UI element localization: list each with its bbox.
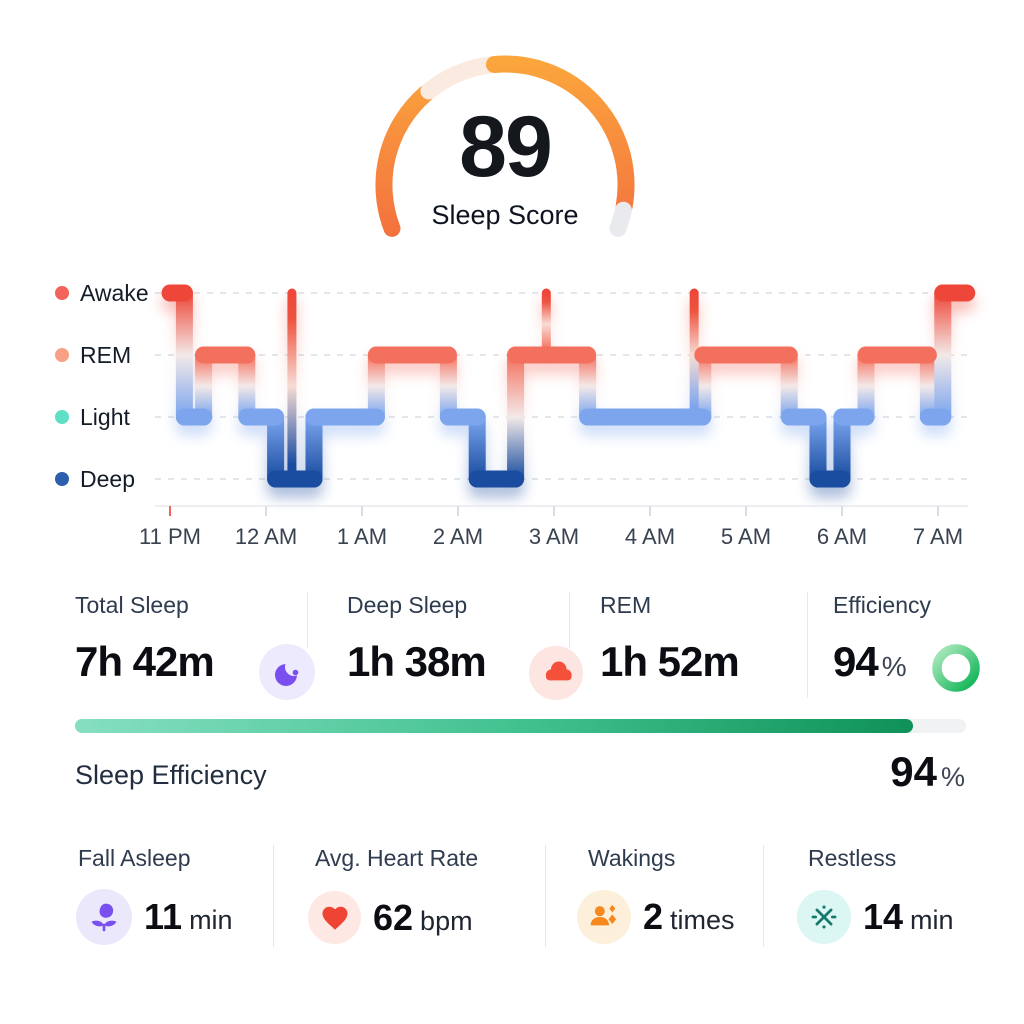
legend-label-awake: Awake bbox=[80, 280, 149, 306]
sleep-score-gauge bbox=[375, 55, 635, 237]
legend-dot-rem bbox=[55, 348, 69, 362]
sleep-score-value: 89 bbox=[459, 99, 553, 195]
legend-dot-deep bbox=[55, 472, 69, 486]
x-tick-label: 6 AM bbox=[817, 524, 867, 549]
legend-item-light[interactable]: Light bbox=[55, 404, 130, 430]
legend-label-deep: Deep bbox=[80, 466, 135, 492]
legend-dot-awake bbox=[55, 286, 69, 300]
deep-sleep-label: Deep Sleep bbox=[347, 592, 468, 618]
heart-icon-badge bbox=[308, 891, 361, 944]
divider bbox=[545, 845, 546, 947]
sleep-efficiency-value-group: 94% bbox=[890, 748, 965, 796]
divider bbox=[763, 845, 764, 947]
x-tick-label: 1 AM bbox=[337, 524, 387, 549]
heart-icon bbox=[322, 906, 347, 930]
rem-label: REM bbox=[600, 592, 652, 618]
wakings-stat: 2 times bbox=[577, 890, 735, 944]
gauge-arc-left bbox=[375, 85, 435, 237]
x-tick-label: 4 AM bbox=[625, 524, 675, 549]
people-icon-badge bbox=[577, 890, 631, 944]
divider bbox=[307, 592, 308, 648]
sleep-efficiency-unit: % bbox=[940, 762, 965, 792]
total-sleep-value: 7h 42m bbox=[75, 638, 215, 685]
efficiency-unit: % bbox=[881, 651, 907, 682]
efficiency-value: 94 bbox=[833, 638, 879, 685]
moon-icon bbox=[275, 658, 303, 686]
divider bbox=[807, 592, 808, 698]
restless-stat: 14 min bbox=[797, 890, 954, 944]
legend-label-rem: REM bbox=[80, 342, 131, 368]
efficiency-progressbar-fill bbox=[75, 719, 913, 733]
fall-asleep-unit: min bbox=[189, 905, 233, 935]
avg-heart-rate-unit: bpm bbox=[420, 905, 473, 936]
people-icon bbox=[590, 904, 617, 926]
sleep-efficiency-label: Sleep Efficiency bbox=[75, 760, 267, 790]
wakings-label: Wakings bbox=[588, 845, 676, 871]
legend-item-deep[interactable]: Deep bbox=[55, 466, 135, 492]
restless-value: 14 bbox=[863, 896, 904, 937]
avg-heart-rate-value: 62 bbox=[373, 896, 414, 938]
sleep-score-label: Sleep Score bbox=[431, 200, 579, 230]
legend-dot-light bbox=[55, 410, 69, 424]
hypnogram-chart[interactable]: 11 PM 12 AM 1 AM 2 AM 3 AM 4 AM 5 AM 6 AM 7 AM A… bbox=[0, 248, 1024, 560]
sleep-plant-icon bbox=[91, 903, 117, 932]
total-sleep-label: Total Sleep bbox=[75, 592, 189, 618]
avg-heart-rate-label: Avg. Heart Rate bbox=[315, 845, 479, 871]
total-sleep-icon-badge bbox=[259, 644, 315, 700]
gauge-arc-pale-segment bbox=[420, 56, 499, 100]
cloud-icon bbox=[545, 661, 572, 681]
divider bbox=[569, 592, 570, 648]
wakings-unit: times bbox=[670, 905, 735, 935]
avg-heart-rate-stat: 62 bpm bbox=[308, 891, 473, 944]
divider bbox=[273, 845, 274, 947]
efficiency-ring bbox=[932, 644, 980, 692]
deep-sleep-value: 1h 38m bbox=[347, 638, 487, 685]
fall-asleep-label: Fall Asleep bbox=[78, 845, 191, 871]
x-tick-label: 5 AM bbox=[721, 524, 771, 549]
x-tick-label: 7 AM bbox=[913, 524, 963, 549]
x-tick-label: 3 AM bbox=[529, 524, 579, 549]
fall-asleep-value: 11 bbox=[144, 896, 183, 937]
sparkle-icon bbox=[811, 905, 837, 929]
restless-label: Restless bbox=[808, 845, 897, 871]
x-tick-label: 2 AM bbox=[433, 524, 483, 549]
hypnogram-svg[interactable]: 11 PM 12 AM 1 AM 2 AM 3 AM 4 AM 5 AM 6 AM 7 AM A… bbox=[0, 248, 1024, 560]
sleep-efficiency-value: 94 bbox=[890, 748, 937, 795]
rem-icon-badge bbox=[529, 646, 583, 700]
sleep-stage-line bbox=[170, 293, 967, 479]
efficiency-progressbar-track bbox=[75, 719, 966, 733]
rem-value: 1h 52m bbox=[600, 638, 740, 685]
x-tick-label: 12 AM bbox=[235, 524, 297, 549]
legend-item-rem[interactable]: REM bbox=[55, 342, 131, 368]
fall-asleep-icon-badge bbox=[76, 889, 132, 945]
gauge-arc-main bbox=[486, 55, 635, 215]
efficiency-value-group: 94% bbox=[833, 638, 907, 686]
legend-label-light: Light bbox=[80, 404, 130, 430]
x-tick-label: 11 PM bbox=[139, 524, 201, 549]
fall-asleep-stat: 11 min bbox=[76, 889, 233, 945]
sparkle-icon-badge bbox=[797, 890, 851, 944]
legend-item-awake[interactable]: Awake bbox=[55, 280, 149, 306]
wakings-value: 2 bbox=[643, 896, 664, 937]
restless-unit: min bbox=[910, 905, 954, 935]
efficiency-label: Efficiency bbox=[833, 592, 932, 618]
gauge-arc-remainder bbox=[609, 201, 632, 237]
